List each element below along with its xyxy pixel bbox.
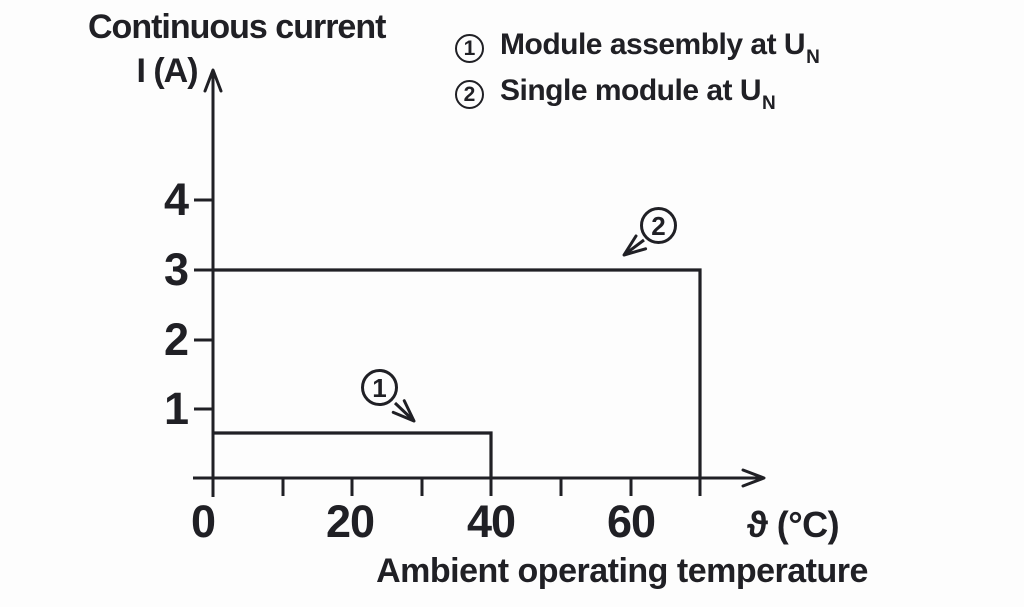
legend-label: Single module at UN bbox=[500, 73, 776, 114]
legend-marker-2-icon: 2 bbox=[455, 79, 484, 109]
y-tick-label-3: 3 bbox=[163, 244, 189, 295]
y-axis-title-line1: Continuous current bbox=[88, 8, 386, 46]
legend-label-subscript: N bbox=[806, 46, 820, 68]
legend-label-text: Single module at U bbox=[500, 73, 762, 107]
x-axis-unit-label: ϑ (°C) bbox=[746, 504, 840, 545]
legend-item-module-assembly: 1 Module assembly at UN bbox=[455, 27, 820, 68]
curve-module-assembly bbox=[214, 431, 493, 478]
x-tick-label-20: 20 bbox=[325, 496, 375, 547]
legend-item-single-module: 2 Single module at UN bbox=[455, 73, 776, 114]
x-tick-label-60: 60 bbox=[606, 496, 656, 547]
curve-single-module bbox=[214, 268, 702, 478]
callout-1-arrow bbox=[391, 399, 416, 423]
x-tick-label-40: 40 bbox=[466, 496, 516, 547]
legend-marker-1-icon: 1 bbox=[455, 33, 484, 63]
y-axis-ticks bbox=[194, 198, 213, 411]
x-axis-title: Ambient operating temperature bbox=[376, 552, 868, 590]
legend-label-subscript: N bbox=[762, 92, 776, 114]
y-tick-label-1: 1 bbox=[163, 383, 189, 434]
callout-2-arrow bbox=[622, 234, 648, 257]
x-tick-label-0: 0 bbox=[190, 496, 216, 547]
y-tick-label-4: 4 bbox=[163, 174, 189, 225]
x-axis-ticks bbox=[281, 478, 702, 496]
legend-label: Module assembly at UN bbox=[500, 27, 820, 68]
callout-1-badge: 1 bbox=[361, 369, 398, 406]
callout-2-badge: 2 bbox=[640, 207, 677, 244]
legend-label-text: Module assembly at U bbox=[500, 27, 806, 61]
y-axis-title-line2: I (A) bbox=[136, 52, 198, 90]
y-tick-label-2: 2 bbox=[163, 314, 189, 365]
